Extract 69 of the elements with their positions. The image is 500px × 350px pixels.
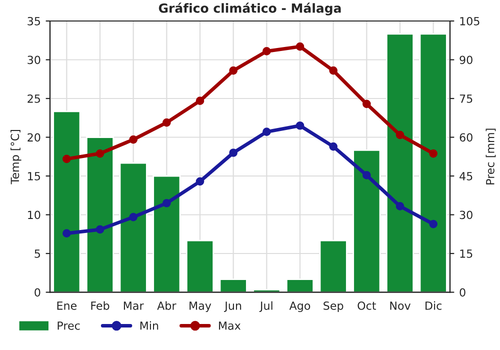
legend-label: Min (140, 321, 158, 330)
point (329, 66, 338, 75)
bar (152, 175, 181, 292)
point (96, 225, 104, 234)
y2-tick-label: 0 (460, 288, 466, 297)
y2-tick-label: 60 (460, 133, 472, 142)
chart-title: Gráfico climático - Málaga (158, 2, 341, 16)
x-tick-label: Ene (57, 302, 77, 310)
y2-tick-label: 75 (460, 94, 472, 103)
point (262, 47, 271, 56)
bar (186, 240, 214, 292)
x-tick-label: Feb (91, 301, 110, 310)
point (62, 154, 71, 164)
bar (52, 110, 81, 292)
x-tick-label: Abr (157, 301, 176, 310)
bar (319, 240, 348, 292)
y2-tick-label: 105 (460, 16, 480, 26)
x-tick-label: Mar (124, 302, 144, 310)
y-tick-label: 25 (28, 94, 40, 103)
y2-axis-title: Prec [mm] (486, 128, 496, 184)
point (162, 118, 171, 127)
x-tick-label: Nov (390, 302, 411, 310)
y-axis-title: Temp [°C] (10, 130, 22, 184)
x-tick-label: Dic (426, 301, 442, 310)
point (162, 198, 171, 208)
x-tick-label: Ago (289, 302, 310, 312)
y-tick-label: 0 (34, 288, 40, 297)
point (129, 135, 138, 144)
point (229, 66, 238, 75)
point (196, 177, 204, 186)
y-tick-label: 30 (28, 56, 40, 64)
y-tick-label: 10 (28, 210, 40, 220)
point (329, 142, 338, 151)
point (362, 100, 371, 108)
point (262, 128, 271, 136)
x-tick-label: May (190, 302, 212, 312)
point (396, 130, 404, 140)
legend-label: Prec (58, 322, 80, 330)
legend-label: Max (219, 322, 241, 330)
x-tick-label: Oct (358, 301, 376, 310)
x-tick-label: Jun (224, 302, 242, 312)
point (396, 202, 404, 210)
bar (419, 33, 448, 292)
point (229, 148, 238, 157)
point (362, 171, 371, 180)
x-tick-label: Jul (259, 301, 272, 312)
point (296, 121, 304, 130)
x-tick-label: Sep (324, 301, 344, 312)
point (196, 96, 204, 105)
bar (352, 149, 381, 292)
point (429, 149, 438, 158)
point (296, 42, 304, 51)
point (96, 149, 104, 158)
bar (219, 278, 248, 292)
y2-tick-label: 15 (460, 250, 472, 258)
point (429, 220, 438, 228)
y-tick-label: 15 (28, 172, 40, 180)
bar (119, 162, 148, 292)
y2-tick-label: 90 (460, 56, 472, 64)
y-tick-label: 20 (28, 133, 40, 142)
bar (286, 278, 314, 292)
y-tick-label: 35 (28, 16, 40, 26)
point (129, 212, 138, 222)
bar (86, 136, 114, 292)
y2-tick-label: 30 (460, 210, 472, 220)
bar (386, 33, 414, 292)
point (62, 229, 71, 238)
y2-tick-label: 45 (460, 172, 472, 180)
y-tick-label: 5 (34, 250, 40, 258)
